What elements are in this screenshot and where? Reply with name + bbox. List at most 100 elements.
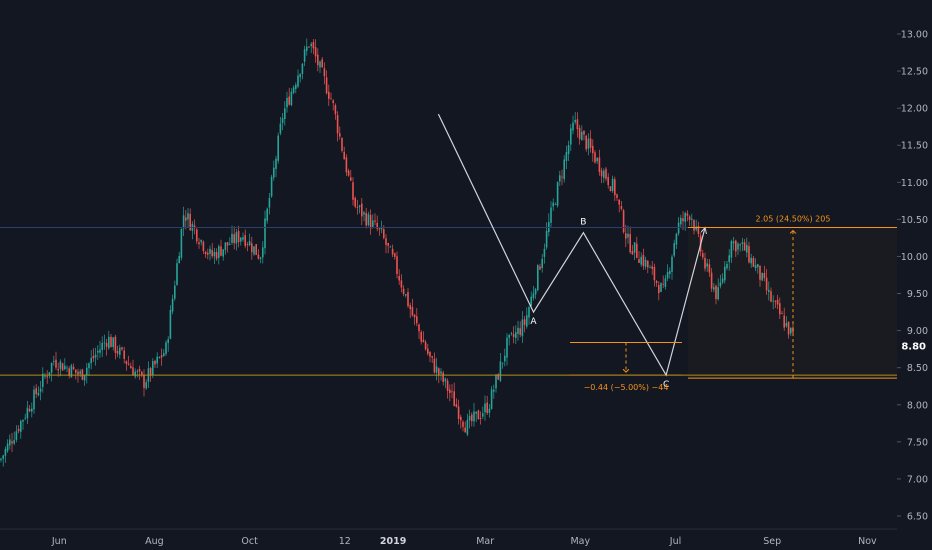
candle-body: [77, 371, 79, 375]
candle-body: [50, 363, 53, 373]
candle-body: [275, 158, 277, 169]
candle-body: [499, 361, 502, 381]
candle-body: [347, 170, 350, 176]
candle-body: [218, 246, 220, 258]
candle-body: [284, 108, 286, 119]
candle-body: [187, 213, 189, 220]
candle-body: [343, 151, 345, 160]
price-tick-label: 10.50: [901, 215, 928, 226]
candle-body: [515, 332, 517, 338]
candle-body: [697, 226, 700, 234]
candle-body: [413, 314, 416, 318]
candle-body: [594, 152, 596, 163]
candle-body: [213, 252, 216, 257]
candle-body: [167, 339, 169, 343]
candle-body: [405, 294, 407, 296]
candle-body: [611, 178, 614, 191]
time-tick-label: Jun: [51, 536, 67, 547]
candle-body: [759, 265, 761, 280]
candle-body: [427, 348, 429, 354]
candle-body: [255, 244, 257, 255]
candle-body: [781, 313, 783, 315]
candle-body: [37, 392, 40, 396]
candle-body: [17, 429, 20, 432]
candle-body: [517, 327, 519, 334]
price-axis[interactable]: 6.50 7.00 7.50 8.00 8.50 9.00 9.50 10.00 10.50 11…: [897, 0, 932, 550]
candle-body: [479, 418, 482, 419]
candle-body: [229, 244, 231, 245]
price-tick-label: 6.50: [907, 512, 928, 523]
price-tick-label: 11.00: [901, 178, 928, 189]
candle-body: [138, 369, 141, 372]
candle-body: [152, 361, 154, 376]
candle-body: [22, 420, 24, 422]
candle-body: [680, 217, 682, 225]
candle-body: [0, 458, 2, 461]
drawing-layer[interactable]: A B C 2.05 (24.50%) 205 −0.44 (−5.00%) −44: [437, 113, 897, 392]
candle-body: [143, 374, 145, 388]
candle-body: [204, 251, 207, 255]
time-tick-label: May: [570, 536, 590, 547]
candle-body: [310, 43, 312, 47]
candle-body: [728, 255, 730, 262]
candle-body: [677, 222, 680, 234]
candle-body: [306, 46, 308, 51]
wave-label-b: B: [580, 218, 586, 228]
candle-body: [330, 98, 332, 100]
candle-body: [64, 365, 66, 369]
candle-body: [160, 355, 163, 358]
candle-body: [248, 241, 251, 246]
candle-body: [127, 363, 130, 365]
candle-body: [402, 288, 405, 294]
last-price-badge: [899, 337, 932, 354]
candle-body: [290, 91, 293, 105]
candle-body: [717, 287, 719, 300]
candle-body: [158, 357, 161, 358]
candle-body: [202, 241, 205, 251]
wave-label-c: C: [663, 380, 669, 390]
candle-body: [396, 256, 398, 274]
candle-body: [90, 358, 92, 364]
candle-body: [279, 123, 282, 134]
candle-body: [268, 198, 271, 208]
candle-body: [552, 202, 554, 207]
candle-body: [693, 220, 695, 231]
candle-body: [583, 130, 585, 135]
candle-body: [662, 283, 664, 285]
candle-body: [165, 342, 167, 354]
candle-body: [565, 152, 568, 161]
candle-body: [585, 135, 587, 150]
abc-wave-path[interactable]: [437, 113, 705, 377]
candle-body: [453, 391, 455, 407]
candle-body: [222, 249, 224, 257]
candle-body: [235, 232, 238, 244]
candle-body: [332, 100, 334, 103]
candle-body: [713, 287, 715, 290]
candle-body: [776, 299, 779, 305]
candle-body: [772, 300, 774, 302]
candle-body: [266, 208, 268, 221]
time-axis[interactable]: Jun Aug Oct 12 2019 Mar May Jul Sep Nov: [0, 528, 897, 550]
candle-body: [526, 315, 528, 327]
candle-body: [196, 229, 198, 242]
candle-body: [198, 242, 200, 245]
candle-body: [237, 231, 240, 243]
candle-body: [495, 374, 497, 389]
candle-body: [504, 355, 506, 362]
candle-body: [314, 47, 317, 57]
candle-body: [121, 347, 123, 350]
price-tick-label: 9.50: [907, 289, 928, 300]
candle-body: [572, 122, 574, 131]
candle-body: [576, 119, 579, 130]
candle-body: [464, 427, 466, 433]
candle-body: [442, 372, 444, 382]
candle-body: [768, 289, 770, 292]
candle-body: [94, 354, 97, 358]
candle-body: [61, 363, 64, 371]
price-tick-label: 8.50: [907, 363, 928, 374]
candle-body: [501, 362, 504, 364]
candle-body: [308, 46, 310, 48]
candle-body: [361, 203, 363, 217]
candle-body: [629, 233, 631, 253]
